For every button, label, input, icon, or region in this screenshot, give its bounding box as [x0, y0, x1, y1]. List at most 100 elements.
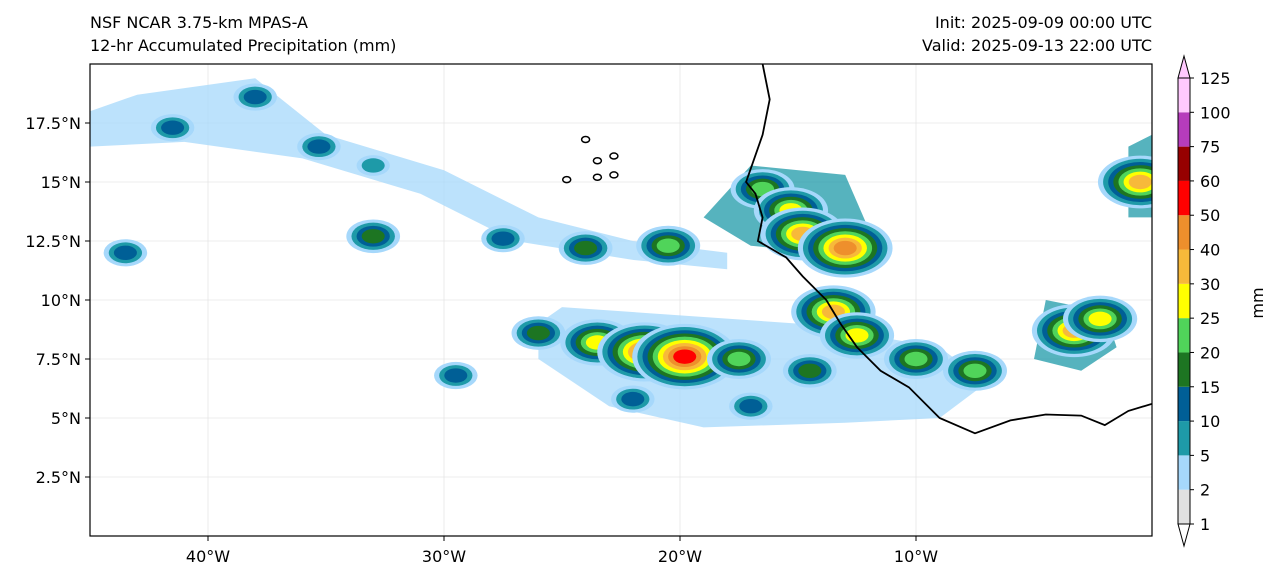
- island-5: [609, 171, 619, 179]
- precip-cell-25-level-2: [621, 391, 645, 407]
- precip-cell-16-level-4: [963, 363, 987, 378]
- title-field: 12-hr Accumulated Precipitation (mm): [90, 36, 397, 55]
- precip-cell-28: [434, 361, 478, 390]
- precip-cell-24: [782, 354, 837, 388]
- colorbar-label-11: 75: [1200, 138, 1220, 157]
- title-model: NSF NCAR 3.75-km MPAS-A: [90, 13, 308, 32]
- lat-tick-label-2: 7.5°N: [36, 350, 81, 369]
- island-3: [561, 175, 572, 184]
- island-1: [592, 157, 603, 165]
- title-valid-time: Valid: 2025-09-13 22:00 UTC: [921, 36, 1152, 55]
- precip-cell-22-level-8: [673, 349, 697, 364]
- precip-cell-8: [636, 225, 701, 266]
- colorbar-label-3: 10: [1200, 412, 1220, 431]
- precip-cell-23: [707, 339, 771, 379]
- precip-cell-12: [797, 218, 893, 278]
- colorbar-label-4: 15: [1200, 378, 1220, 397]
- lat-tick-label-3: 10°N: [41, 291, 81, 310]
- colorbar-segment-9: [1178, 180, 1190, 216]
- colorbar-label-12: 100: [1200, 103, 1231, 122]
- precip-cell-25: [611, 385, 655, 413]
- precip-cell-5-level-3: [361, 229, 385, 244]
- precip-cell-18: [1062, 295, 1138, 343]
- precip-cell-23-level-4: [727, 351, 751, 367]
- colorbar-label-6: 25: [1200, 309, 1220, 328]
- colorbar-segment-11: [1178, 112, 1190, 147]
- precip-cell-4-level-2: [113, 245, 137, 260]
- precip-cell-24-level-3: [798, 363, 822, 378]
- precip-cell-1-level-2: [243, 89, 267, 105]
- colorbar-label-0: 1: [1200, 515, 1210, 534]
- precip-cell-27: [511, 316, 566, 350]
- colorbar-segment-4: [1178, 352, 1190, 387]
- precip-cell-4: [103, 239, 148, 267]
- lat-tick-label-1: 5°N: [51, 409, 81, 428]
- lon-tick-label-1: 30°W: [422, 547, 466, 566]
- colorbar-extend-bottom: [1177, 523, 1191, 548]
- colorbar-segment-1: [1178, 455, 1190, 490]
- colorbar-segment-0: [1178, 489, 1190, 524]
- precip-cell-3: [356, 155, 390, 176]
- colorbar-unit-label: mm: [1248, 287, 1267, 318]
- lat-tick-label-0: 2.5°N: [36, 468, 81, 487]
- island-2: [609, 152, 619, 160]
- precip-cell-2-level-2: [307, 139, 331, 154]
- island-0: [580, 135, 591, 144]
- colorbar-label-2: 5: [1200, 446, 1210, 465]
- lat-tick-label-5: 15°N: [41, 173, 81, 192]
- precip-cell-18-level-5: [1088, 311, 1112, 327]
- colorbar-label-10: 60: [1200, 172, 1220, 191]
- precip-cell-27-level-3: [526, 325, 550, 341]
- axis-ticks: 2.5°N 5°N 7.5°N 10°N 12.5°N 15°N 17.5°N 40°W 30°…: [25, 114, 938, 566]
- colorbar-segment-6: [1178, 283, 1190, 319]
- precip-cell-8-level-4: [656, 238, 680, 253]
- precip-cell-15-level-4: [904, 351, 928, 367]
- colorbar-segment-8: [1178, 215, 1190, 250]
- precip-cell-19-level-6: [1128, 174, 1152, 190]
- precip-cell-28-level-2: [444, 368, 468, 383]
- precip-cell-3-level-1: [361, 158, 385, 173]
- precip-cell-19: [1097, 155, 1152, 209]
- precip-cell-7: [558, 231, 613, 265]
- colorbar-extend-top: [1177, 54, 1191, 79]
- colorbar-segment-3: [1178, 386, 1190, 422]
- title-init-time: Init: 2025-09-09 00:00 UTC: [934, 13, 1152, 32]
- precip-cell-6: [481, 225, 525, 253]
- colorbar-segment-12: [1178, 78, 1190, 113]
- precip-cell-22: [632, 323, 738, 390]
- lon-tick-label-3: 10°W: [894, 547, 938, 566]
- precip-cell-1: [233, 83, 277, 111]
- precip-cell-0-level-2: [161, 120, 185, 135]
- colorbar-label-13: 125: [1200, 69, 1231, 88]
- lon-tick-label-0: 40°W: [186, 547, 230, 566]
- colorbar-label-1: 2: [1200, 481, 1210, 500]
- precip-cell-6-level-2: [491, 231, 515, 246]
- precip-cell-15: [884, 339, 948, 379]
- precip-cell-14: [819, 312, 895, 359]
- precip-band-0: [90, 78, 728, 270]
- precip-cell-2: [297, 133, 341, 161]
- colorbar-label-7: 30: [1200, 275, 1220, 294]
- colorbar-label-8: 40: [1200, 241, 1220, 260]
- lat-tick-label-4: 12.5°N: [25, 232, 81, 251]
- precip-cell-5: [346, 219, 401, 254]
- precip-cell-0: [150, 114, 195, 142]
- precip-cell-26: [729, 392, 773, 420]
- precip-cell-12-level-7: [833, 240, 857, 256]
- colorbar-label-5: 20: [1200, 343, 1220, 362]
- coastline: [745, 64, 1152, 435]
- colorbar-segment-10: [1178, 146, 1190, 181]
- colorbar-segment-5: [1178, 318, 1190, 353]
- lat-tick-label-6: 17.5°N: [25, 114, 81, 133]
- precip-cell-16: [943, 350, 1007, 391]
- precip-cell-7-level-3: [574, 240, 598, 256]
- colorbar-segment-2: [1178, 421, 1190, 456]
- colorbar-segment-7: [1178, 249, 1190, 284]
- island-4: [592, 173, 603, 182]
- colorbar-frame: [1177, 77, 1191, 525]
- lon-tick-label-2: 20°W: [658, 547, 702, 566]
- colorbar-label-9: 50: [1200, 206, 1220, 225]
- precip-cell-26-level-2: [739, 399, 763, 414]
